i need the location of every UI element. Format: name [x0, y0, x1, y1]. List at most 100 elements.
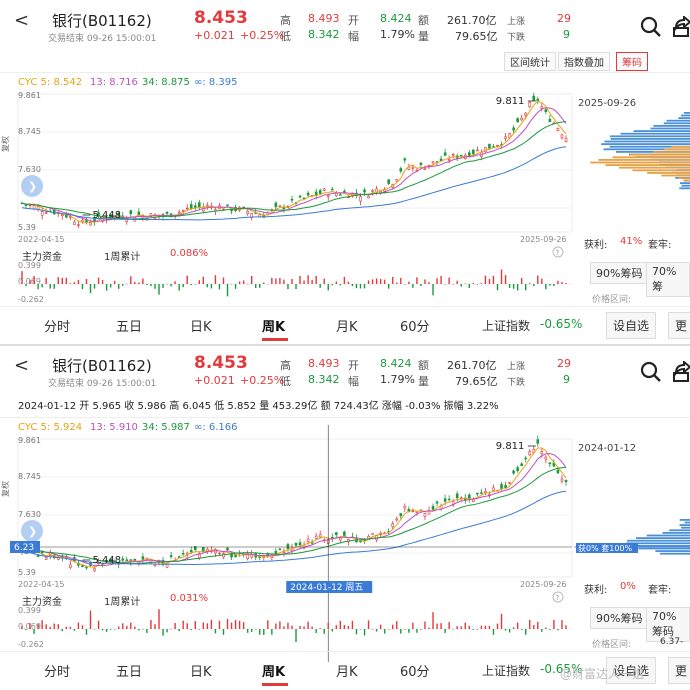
kline-chart[interactable]: 9.861 8.745 7.630 5.39 复权 9.811 5.448 2022-04-1… — [0, 345, 690, 690]
tool-button-0[interactable]: 区间统计 — [504, 52, 556, 71]
fund-flow-period[interactable]: 1周累计 — [104, 597, 141, 608]
flow-bar — [93, 629, 96, 630]
flow-bar — [327, 622, 329, 629]
back-arrow-icon[interactable]: < — [14, 10, 30, 31]
tab-3[interactable]: 周K — [262, 320, 286, 335]
tab-1[interactable]: 五日 — [116, 320, 143, 335]
tab-0[interactable]: 分时 — [44, 320, 71, 335]
chip-90-button[interactable]: 90%筹码 — [590, 607, 649, 629]
candle-body — [93, 568, 96, 572]
flow-bar — [323, 278, 325, 284]
tab-1[interactable]: 五日 — [116, 665, 143, 680]
cyc13-label: 13: 8.716 — [90, 77, 138, 88]
tool-button-2[interactable]: 筹码 — [616, 52, 648, 71]
kline-chart[interactable]: 9.861 8.745 7.630 5.39 复权 9.811 5.448 2022-04-1… — [0, 0, 690, 345]
flow-bar — [77, 279, 80, 284]
add-watchlist-button[interactable]: 设自选 — [606, 312, 657, 339]
flow-bar — [222, 629, 225, 635]
index-name[interactable]: 上证指数 — [482, 319, 531, 333]
candle-body — [512, 127, 515, 131]
high-label: 高 — [280, 359, 291, 372]
open-value: 8.424 — [380, 357, 412, 370]
flow-bar — [416, 277, 418, 284]
candle-body — [504, 136, 507, 139]
flow-bar — [291, 625, 293, 629]
flow-bar — [492, 275, 495, 284]
tab-2[interactable]: 日K — [190, 320, 212, 335]
flow-bar — [432, 284, 434, 296]
candle-body — [431, 161, 435, 164]
flow-bar — [295, 284, 297, 290]
tab-4[interactable]: 月K — [336, 665, 358, 680]
trap-label: 套牢: — [648, 240, 672, 251]
down-count-label: 下跌 — [507, 33, 526, 43]
flow-bar — [33, 276, 35, 284]
chip-bar-blue — [679, 187, 690, 190]
fund-flow-period[interactable]: 1周累计 — [104, 252, 141, 263]
flow-bar — [81, 625, 84, 629]
search-icon[interactable] — [640, 361, 662, 383]
flow-bar — [49, 626, 51, 629]
chip-bar-orange — [632, 169, 690, 172]
flow-bar — [545, 627, 547, 629]
flow-bar — [404, 629, 406, 630]
add-watchlist-button[interactable]: 设自选 — [606, 657, 657, 684]
flow-bar — [138, 629, 140, 631]
flow-bar — [363, 629, 366, 636]
chip-bar-blue — [681, 526, 690, 529]
candle-body — [367, 196, 370, 199]
chip-70-button[interactable]: 70%筹 — [646, 262, 690, 297]
tab-5[interactable]: 60分 — [400, 665, 430, 680]
tool-button-1[interactable]: 指数叠加 — [558, 52, 610, 71]
flow-bar — [396, 621, 398, 629]
flow-bar — [134, 281, 136, 284]
candle-body — [556, 469, 560, 474]
tab-4[interactable]: 月K — [336, 320, 358, 335]
flow-bar — [118, 626, 120, 629]
candle-body — [218, 552, 221, 555]
candle-body — [246, 554, 249, 560]
candle-body — [198, 202, 201, 208]
crosshair-date-tag: 2024-01-12 周五 — [290, 582, 363, 593]
flow-bar — [142, 278, 144, 284]
flow-bar — [178, 284, 180, 291]
flow-bar — [379, 278, 382, 284]
fund-flow-value: 0.086% — [170, 248, 209, 259]
open-label: 开 — [348, 359, 359, 372]
more-button[interactable]: 更 — [668, 657, 690, 684]
chip-bar-blue — [610, 135, 690, 138]
candle-body — [423, 168, 427, 170]
chip-bar-blue — [666, 119, 690, 122]
tab-3[interactable]: 周K — [262, 665, 286, 680]
back-arrow-icon[interactable]: < — [14, 355, 30, 376]
candle-body — [290, 198, 294, 201]
candle-body — [189, 204, 193, 209]
flow-bar — [319, 284, 321, 288]
tab-5[interactable]: 60分 — [400, 320, 430, 335]
more-button[interactable]: 更 — [668, 312, 690, 339]
search-icon[interactable] — [640, 16, 662, 38]
candle-body — [496, 144, 499, 147]
flow-bar — [339, 284, 342, 286]
candle-body — [302, 197, 306, 200]
flow-bar — [250, 275, 253, 284]
candle-body — [359, 196, 362, 202]
chip-bar-blue — [679, 182, 690, 184]
chip-90-button[interactable]: 90%筹码 — [590, 262, 649, 284]
tab-0[interactable]: 分时 — [44, 665, 71, 680]
chip-bar-blue — [679, 519, 690, 521]
tab-2[interactable]: 日K — [190, 665, 212, 680]
index-name[interactable]: 上证指数 — [482, 664, 531, 678]
candle-body — [508, 482, 511, 484]
flow-bar — [287, 284, 289, 290]
share-icon[interactable] — [672, 359, 690, 383]
share-icon[interactable] — [672, 14, 690, 38]
flow-bar — [516, 622, 519, 629]
chip-badge-bg — [576, 543, 638, 553]
flow-bar — [504, 629, 507, 631]
flow-bar — [162, 284, 164, 288]
plot-frame — [17, 438, 573, 578]
candle-body — [403, 158, 407, 161]
flow-bar — [37, 624, 39, 629]
candle-body — [226, 204, 229, 206]
